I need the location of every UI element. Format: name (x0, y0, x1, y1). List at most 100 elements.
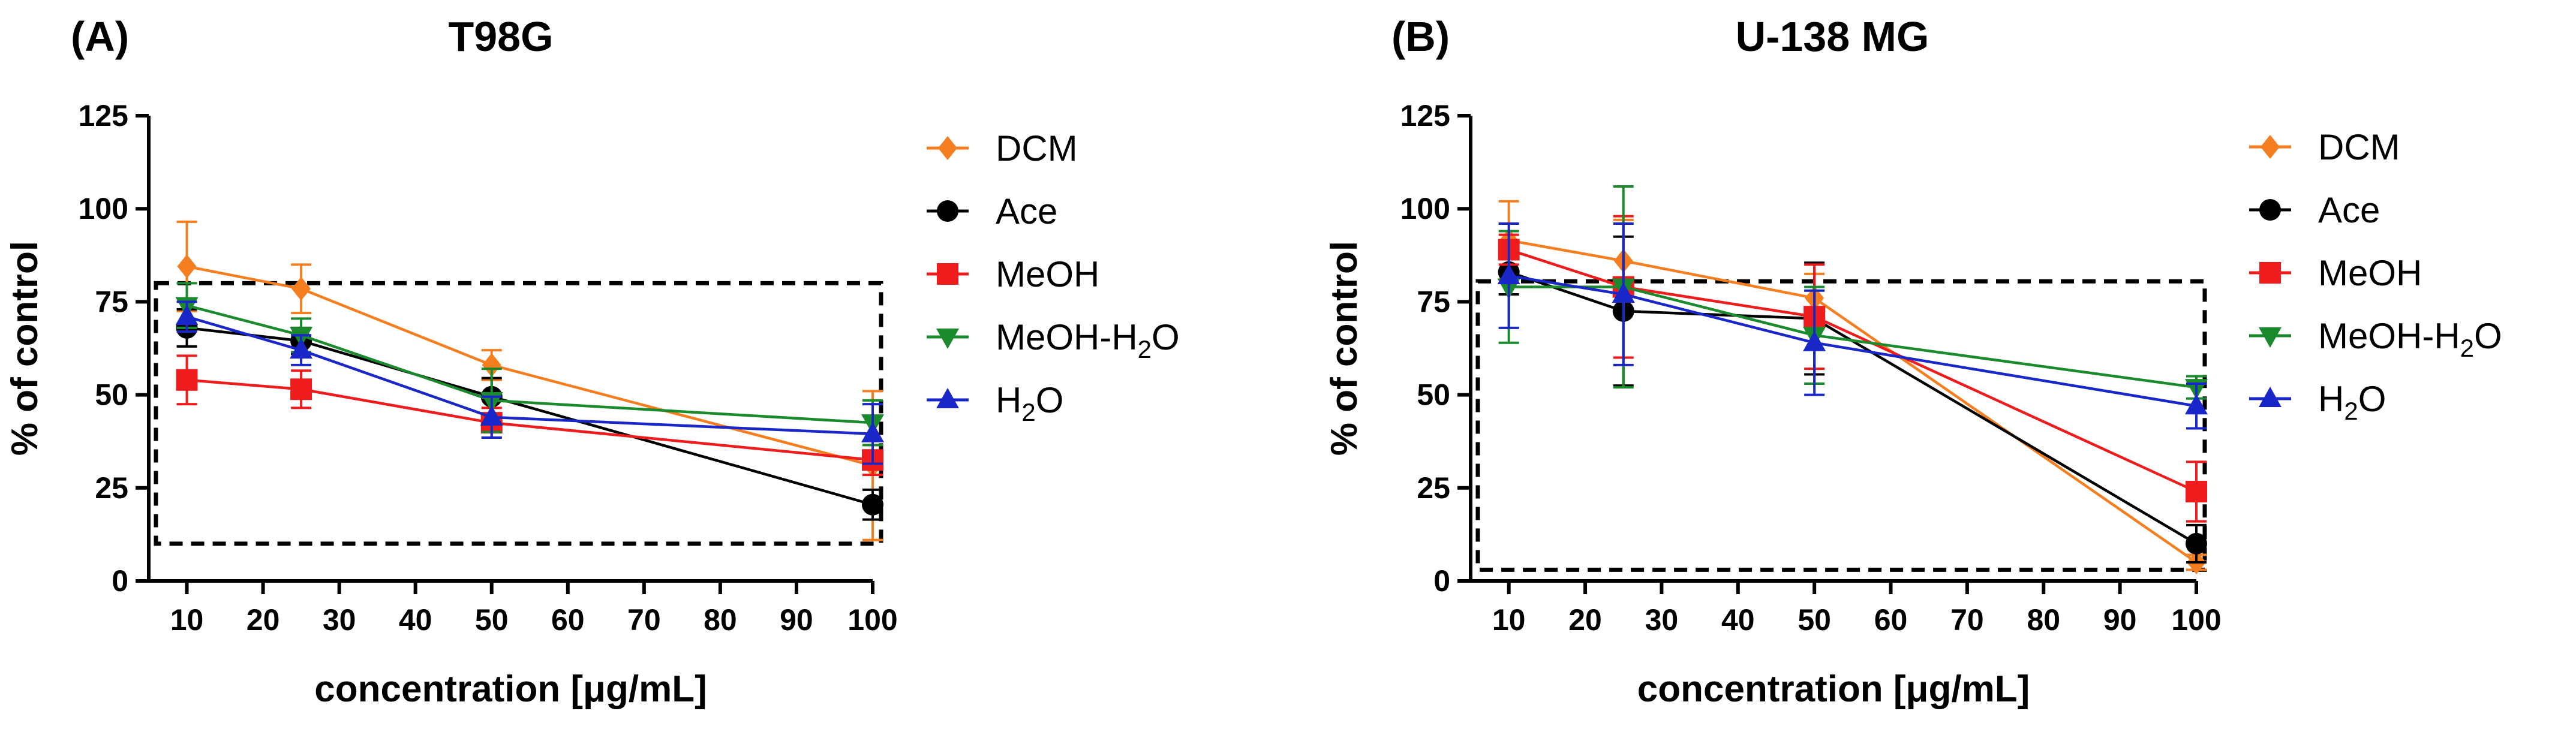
highlight-box (154, 281, 883, 546)
legend-label: MeOH-H2O (2318, 316, 2502, 362)
y-tick-label: 25 (1417, 471, 1450, 505)
legend-label: DCM (2318, 127, 2400, 167)
x-axis-title: concentration [μg/mL] (314, 668, 707, 710)
panel-b: (B) U-138 MG 0 25 50 75 100 125 10 20 30 40 50 60 70 80… (1324, 13, 2502, 710)
panel-label: (A) (71, 13, 129, 60)
y-tick-label: 0 (1433, 564, 1450, 598)
x-tick-label: 50 (475, 603, 509, 637)
y-axis-title: % of control (1324, 241, 1365, 456)
legend-item: MeOH (927, 254, 1099, 294)
y-tick-label: 50 (95, 378, 128, 412)
series-meoh (176, 354, 883, 477)
series-line (187, 265, 873, 467)
data-point (2185, 394, 2208, 415)
legend-marker (937, 200, 958, 222)
legend-label: MeOH-H2O (996, 317, 1180, 363)
legend-label-main: DCM (2318, 127, 2400, 167)
legend-label-main: H (2318, 379, 2344, 419)
legend-item: H2O (927, 380, 1063, 426)
series-line (186, 304, 873, 424)
x-tick-label: 90 (780, 603, 813, 637)
y-tick-label: 75 (95, 285, 128, 318)
data-point (1612, 282, 1635, 303)
legend-label: H2O (996, 380, 1063, 426)
legend-marker (937, 263, 958, 285)
legend-marker (938, 136, 957, 160)
data-point (482, 353, 501, 377)
data-point (1803, 330, 1826, 351)
legend-item: DCM (2249, 127, 2400, 167)
legend-label-suffix: O (2358, 379, 2386, 419)
data-point (290, 378, 312, 400)
legend-label-sub: 2 (2344, 397, 2358, 425)
legend-item: MeOH (2249, 253, 2422, 293)
series-line (1508, 239, 2198, 564)
highlight-box (1475, 279, 2207, 572)
panel-label: (B) (1391, 13, 1450, 60)
legend-label-suffix: O (1036, 380, 1064, 420)
legend-label-sub: 2 (1138, 335, 1152, 363)
legend-label: DCM (996, 128, 1078, 168)
x-tick-label: 70 (1950, 603, 1984, 637)
series-line (1508, 270, 2198, 545)
legend-marker (2259, 327, 2282, 348)
x-tick-label: 40 (399, 603, 432, 637)
legend-label-main: Ace (2318, 190, 2380, 230)
y-tick-label: 50 (1417, 378, 1450, 412)
x-tick-label: 100 (847, 603, 897, 637)
legend-label-main: MeOH (2318, 253, 2422, 293)
legend-marker (2259, 262, 2281, 284)
data-point (480, 405, 503, 426)
data-point (862, 493, 883, 516)
x-tick-label: 90 (2103, 603, 2137, 637)
data-point (177, 254, 197, 279)
legend-label: Ace (2318, 190, 2380, 230)
legend-label-suffix: O (2474, 316, 2502, 356)
series-line (1508, 248, 2197, 493)
y-tick-label: 0 (112, 564, 128, 598)
legend-marker (2259, 199, 2281, 221)
x-tick-label: 60 (551, 603, 585, 637)
y-tick-label: 75 (1417, 285, 1450, 318)
series-meoh-ho (175, 282, 884, 447)
x-tick-label: 10 (1492, 603, 1526, 637)
legend-label-sub: 2 (1021, 398, 1035, 426)
x-tick-label: 30 (323, 603, 356, 637)
legend-label-main: Ace (996, 191, 1057, 231)
series-meoh-ho (1497, 185, 2208, 400)
x-tick-label: 10 (170, 603, 204, 637)
legend-item: Ace (927, 191, 1057, 231)
legend-item: Ace (2249, 190, 2380, 230)
legend-marker (936, 329, 959, 349)
series-dcm (1498, 200, 2207, 574)
legend-item: DCM (927, 128, 1078, 168)
x-tick-label: 80 (704, 603, 737, 637)
series-ho (1497, 222, 2208, 430)
y-axis-title: % of control (4, 241, 46, 456)
legend-label-main: H (996, 380, 1021, 420)
data-point (176, 369, 198, 391)
series-line (187, 378, 873, 462)
x-tick-label: 40 (1721, 603, 1755, 637)
x-axis-title: concentration [μg/mL] (1637, 668, 2030, 710)
data-point (290, 338, 313, 359)
y-tick-label: 125 (79, 99, 128, 132)
series-meoh (1498, 215, 2207, 523)
y-tick-label: 125 (1400, 99, 1450, 132)
x-tick-label: 60 (1874, 603, 1908, 637)
series-line (1508, 285, 2197, 389)
legend-label: H2O (2318, 379, 2386, 425)
series-ho (175, 300, 884, 465)
series-line (186, 315, 873, 436)
y-tick-label: 25 (95, 471, 128, 505)
data-point (861, 421, 884, 442)
data-point (291, 276, 311, 301)
legend-marker (936, 388, 959, 408)
x-tick-label: 100 (2171, 603, 2221, 637)
legend-label: MeOH (996, 254, 1099, 294)
legend-label: MeOH (2318, 253, 2422, 293)
x-tick-label: 30 (1645, 603, 1679, 637)
